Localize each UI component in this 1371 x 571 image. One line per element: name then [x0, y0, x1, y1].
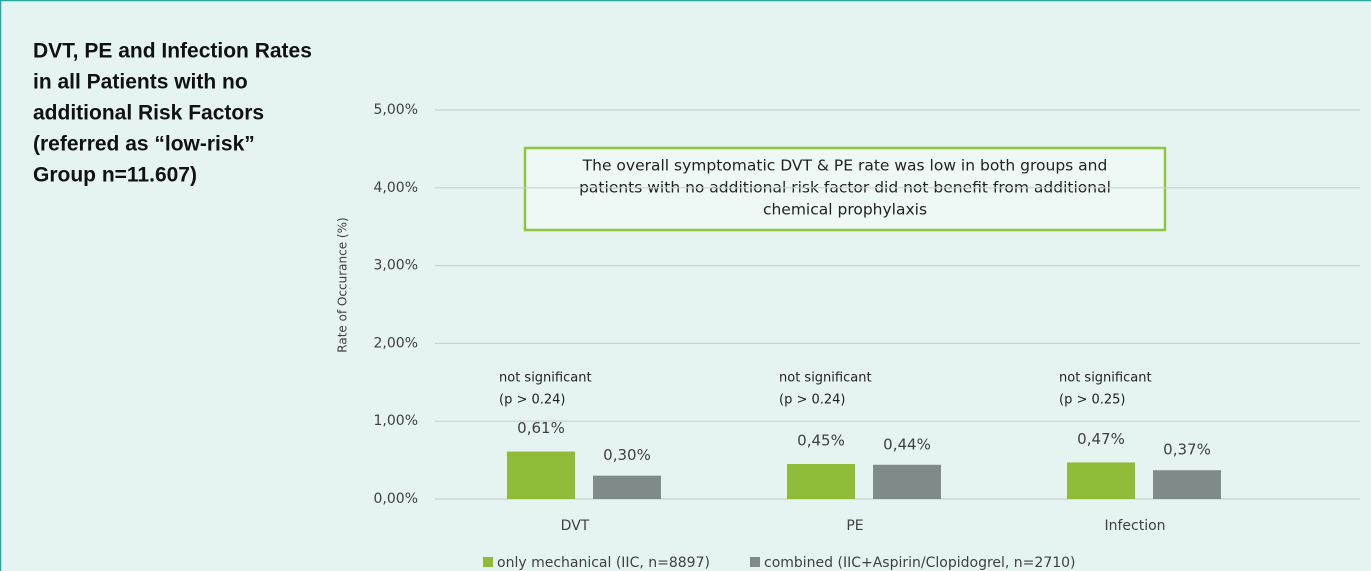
annotation-box [523, 146, 1167, 232]
value-label: 0,61% [517, 419, 565, 437]
y-tick-label: 0,00% [374, 491, 418, 507]
legend-label: only mechanical (IIC, n=8897) [497, 555, 710, 571]
annotation: chemical prophylaxis [763, 201, 927, 219]
legend-label: combined (IIC+Aspirin/Clopidogrel, n=271… [764, 555, 1076, 571]
bar [873, 464, 941, 499]
annotation: The overall symptomatic DVT & PE rate wa… [582, 157, 1108, 175]
legend-swatch [483, 557, 493, 567]
group-note: not significant [1059, 371, 1152, 386]
bar [507, 451, 575, 499]
y-tick-label: 3,00% [374, 258, 418, 274]
chart-title: DVT, PE and Infection Rates [33, 40, 312, 63]
bar [593, 475, 661, 499]
x-tick-label: PE [846, 518, 863, 534]
value-label: 0,45% [797, 431, 845, 449]
bar [787, 463, 855, 499]
x-tick-label: Infection [1104, 518, 1165, 534]
group-note: (p > 0.25) [1059, 393, 1126, 408]
value-label: 0,37% [1163, 441, 1211, 459]
value-label: 0,47% [1077, 430, 1125, 448]
group-note: not significant [499, 371, 592, 386]
group-note: not significant [779, 371, 872, 386]
group-note: (p > 0.24) [779, 393, 846, 408]
value-label: 0,30% [603, 446, 651, 464]
bar [1067, 462, 1135, 499]
chart-title: (referred as “low-risk” [33, 133, 255, 156]
y-tick-label: 5,00% [374, 102, 418, 118]
y-axis-label: Rate of Occurance (%) [336, 217, 350, 352]
y-tick-label: 4,00% [374, 180, 418, 196]
x-tick-label: DVT [561, 518, 590, 534]
legend-swatch [750, 557, 760, 567]
chart-title: Group n=11.607) [33, 164, 197, 187]
y-tick-label: 2,00% [374, 335, 418, 351]
group-note: (p > 0.24) [499, 393, 566, 408]
chart-title: in all Patients with no [33, 71, 248, 94]
bar [1153, 470, 1221, 499]
y-tick-label: 1,00% [374, 413, 418, 429]
value-label: 0,44% [883, 435, 931, 453]
chart-title: additional Risk Factors [33, 102, 264, 125]
